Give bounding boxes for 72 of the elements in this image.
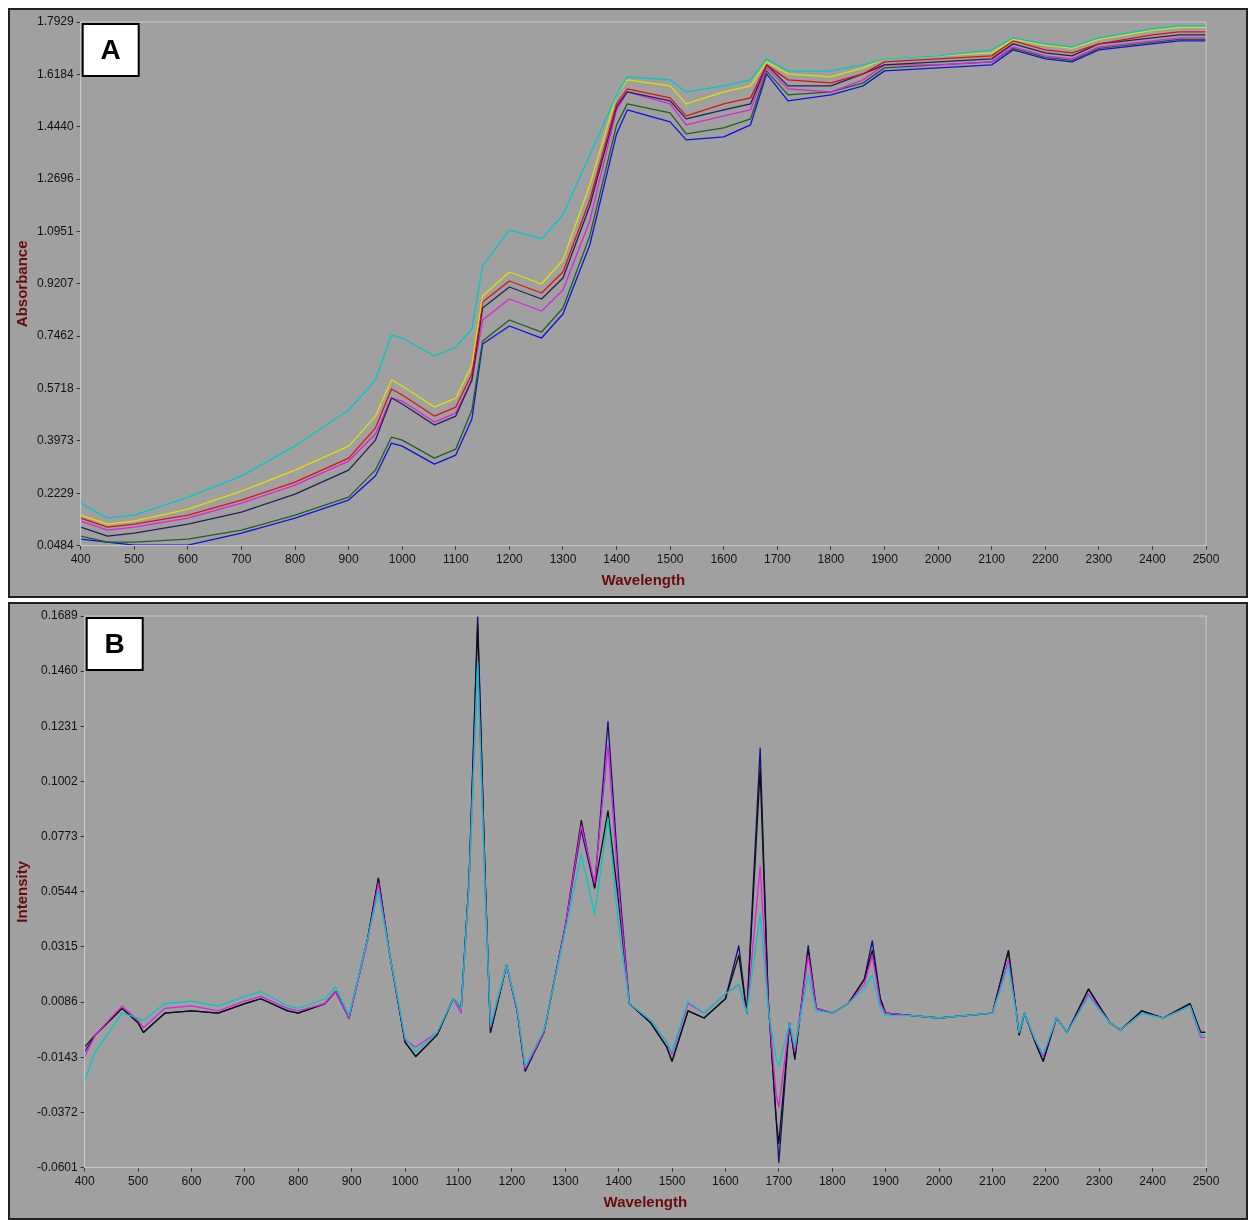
x-tick-label: 1700 [765, 1174, 793, 1189]
x-tick-label: 2000 [925, 1174, 953, 1189]
y-tick-label: 0.0315 [41, 939, 79, 954]
x-tick-label: 1400 [605, 1174, 633, 1189]
y-axis-title: Intensity [13, 860, 31, 923]
x-tick-label: 900 [338, 552, 359, 567]
x-tick-label: 1600 [712, 1174, 740, 1189]
x-tick-label: 2200 [1031, 552, 1059, 567]
x-tick-label: 1700 [763, 552, 791, 567]
y-tick-label: -0.0372 [37, 1104, 79, 1119]
y-tick-label: 0.5718 [37, 380, 75, 395]
x-tick-label: 1900 [871, 552, 899, 567]
x-tick-label: 2300 [1085, 1174, 1113, 1189]
y-tick-label: 0.0484 [37, 537, 75, 552]
x-tick-label: 2200 [1032, 1174, 1060, 1189]
y-tick-label: 0.9207 [37, 276, 75, 291]
x-tick-label: 600 [177, 552, 199, 567]
y-tick-label: 0.2229 [37, 485, 75, 500]
x-tick-label: 2000 [924, 552, 952, 567]
x-tick-label: 600 [181, 1174, 202, 1189]
x-tick-label: 1300 [549, 552, 577, 567]
x-tick-label: 1500 [656, 552, 684, 567]
x-tick-label: 1200 [498, 1174, 526, 1189]
y-tick-label: -0.0601 [37, 1159, 79, 1174]
x-tick-label: 2100 [979, 1174, 1007, 1189]
x-tick-label: 2100 [978, 552, 1006, 567]
x-axis-title: Wavelength [601, 571, 686, 589]
x-tick-label: 800 [285, 552, 306, 567]
y-tick-label: -0.0143 [37, 1049, 79, 1064]
x-tick-label: 1300 [551, 1174, 579, 1189]
y-tick-label: 1.7929 [37, 14, 75, 29]
x-tick-label: 2500 [1192, 1174, 1220, 1189]
annotation: A [100, 33, 121, 65]
x-tick-label: 1900 [872, 1174, 900, 1189]
x-tick-label: 1800 [817, 552, 845, 567]
x-tick-label: 1000 [388, 552, 416, 567]
y-tick-label: 0.1002 [41, 773, 79, 788]
x-tick-label: 1000 [391, 1174, 419, 1189]
x-axis-title: Wavelength [603, 1193, 688, 1211]
x-tick-label: 700 [234, 1174, 256, 1189]
y-tick-label: 0.0773 [41, 828, 79, 843]
annotation: B [104, 627, 125, 659]
x-tick-label: 500 [124, 552, 145, 567]
x-tick-label: 1400 [603, 552, 631, 567]
x-tick-label: 2400 [1139, 552, 1167, 567]
y-tick-label: 0.1460 [41, 663, 79, 678]
x-tick-label: 400 [74, 1174, 96, 1189]
y-tick-label: 0.1689 [41, 608, 79, 623]
y-tick-label: 1.6184 [37, 66, 75, 81]
x-tick-label: 1600 [710, 552, 738, 567]
y-tick-label: 0.7462 [37, 328, 75, 343]
x-tick-label: 2400 [1139, 1174, 1167, 1189]
y-tick-label: 0.0544 [41, 884, 79, 899]
y-tick-label: 1.0951 [37, 223, 75, 238]
y-tick-label: 1.2696 [37, 171, 75, 186]
y-axis-title: Absorbance [13, 240, 31, 328]
x-tick-label: 2500 [1192, 552, 1220, 567]
x-tick-label: 500 [128, 1174, 149, 1189]
y-tick-label: 0.3973 [37, 433, 75, 448]
y-tick-label: 0.1231 [41, 718, 79, 733]
x-tick-label: 800 [288, 1174, 309, 1189]
x-tick-label: 1100 [442, 552, 470, 567]
x-tick-label: 400 [70, 552, 92, 567]
x-tick-label: 1200 [496, 552, 524, 567]
y-tick-label: 1.4440 [37, 119, 75, 134]
x-tick-label: 700 [231, 552, 252, 567]
x-tick-label: 2300 [1085, 552, 1113, 567]
x-tick-label: 1500 [658, 1174, 686, 1189]
x-tick-label: 900 [341, 1174, 363, 1189]
x-tick-label: 1800 [818, 1174, 846, 1189]
x-tick-label: 1100 [445, 1174, 472, 1189]
y-tick-label: 0.0086 [41, 994, 79, 1009]
